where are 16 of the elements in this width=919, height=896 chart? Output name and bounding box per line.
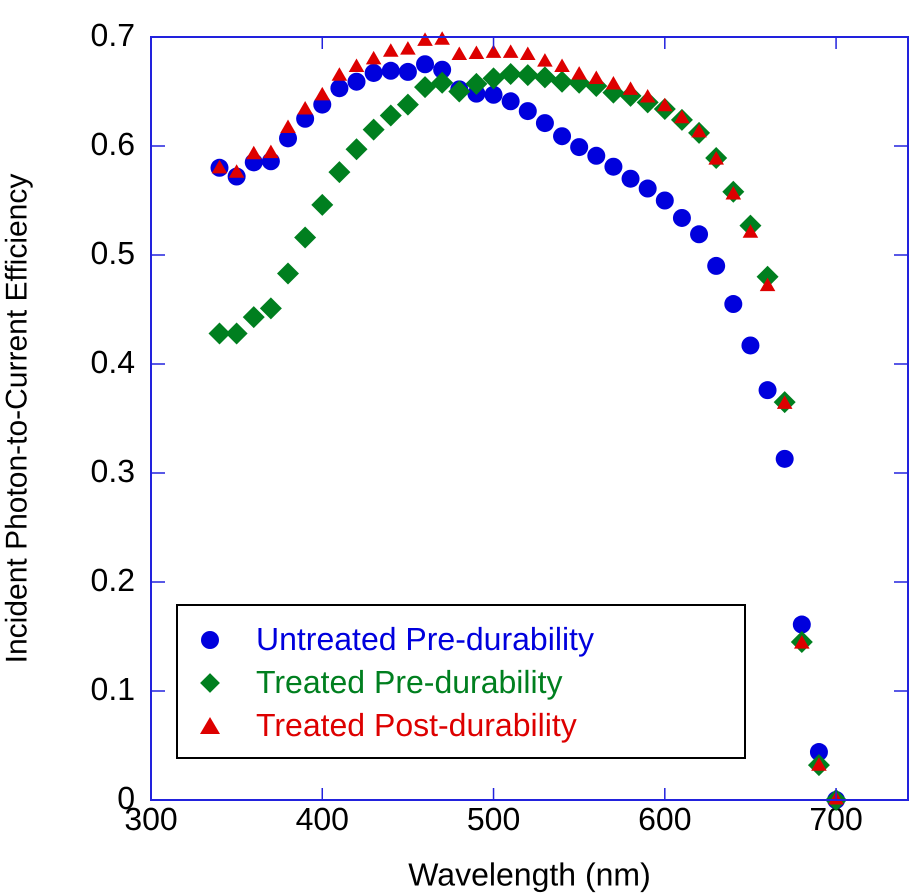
y-tick-label: 0.4 — [90, 344, 135, 380]
legend-label: Treated Post-durability — [256, 706, 577, 745]
x-axis-title: Wavelength (nm) — [408, 856, 651, 893]
y-tick-label: 0.3 — [90, 452, 135, 489]
x-tick-label: 600 — [638, 801, 692, 838]
legend-label: Treated Pre-durability — [256, 663, 562, 702]
y-tick-label: 0.7 — [90, 16, 135, 53]
x-tick-label: 500 — [466, 801, 520, 838]
y-tick-label: 0.2 — [90, 562, 135, 598]
y-tick-label: 0.5 — [90, 234, 135, 271]
legend-label: Untreated Pre-durability — [256, 620, 594, 659]
y-tick-label: 0.1 — [90, 670, 135, 707]
y-axis-title: Incident Photon-to-Current Efficiency — [0, 174, 34, 664]
x-tick-label: 700 — [809, 801, 863, 838]
x-tick-label: 400 — [296, 801, 349, 838]
y-tick-label: 0.6 — [90, 126, 135, 162]
